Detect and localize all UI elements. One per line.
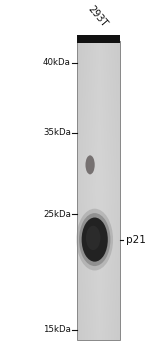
Text: 293T: 293T (86, 4, 109, 29)
Ellipse shape (82, 217, 108, 262)
Text: p21: p21 (126, 234, 146, 245)
Bar (77, 41, 120, 340)
Text: 35kDa: 35kDa (43, 128, 71, 137)
Text: 25kDa: 25kDa (43, 210, 71, 219)
Text: 40kDa: 40kDa (43, 58, 71, 68)
Ellipse shape (85, 155, 95, 174)
Bar (77, 35, 120, 43)
Ellipse shape (79, 213, 110, 266)
Text: 15kDa: 15kDa (43, 325, 71, 334)
Ellipse shape (76, 209, 113, 271)
Ellipse shape (86, 226, 100, 250)
